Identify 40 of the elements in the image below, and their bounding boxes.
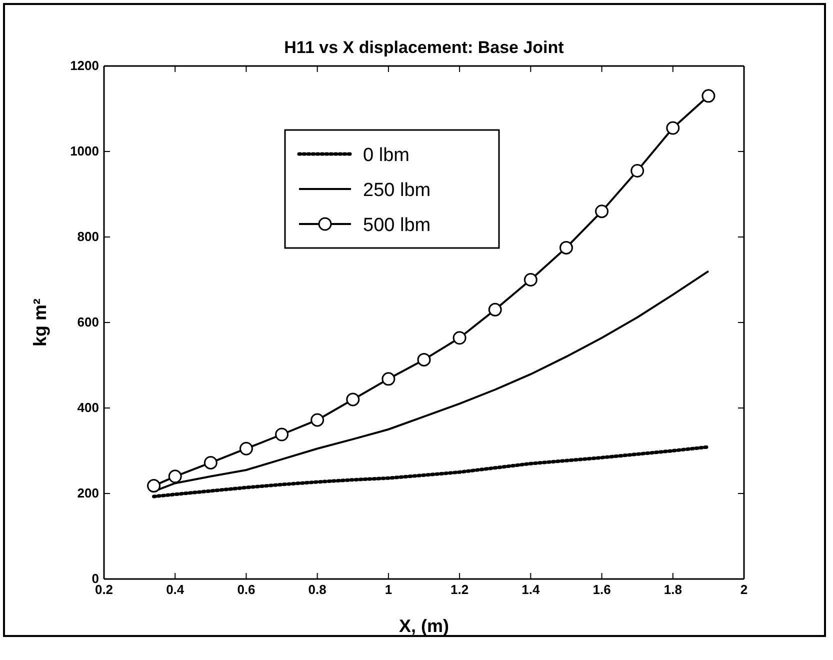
x-tick-label: 0.8 <box>308 582 326 598</box>
legend-label: 0 lbm <box>363 145 410 166</box>
y-tick-label: 600 <box>77 314 99 330</box>
legend-label: 250 lbm <box>363 180 431 201</box>
point <box>382 372 396 386</box>
x-tick-label: 0.4 <box>166 582 185 598</box>
x-tick-label: 1.2 <box>450 582 469 598</box>
y-axis-title: kg m² <box>30 298 50 347</box>
point <box>488 302 502 316</box>
y-tick-label: 1000 <box>70 144 99 159</box>
point <box>147 479 161 493</box>
point <box>346 392 360 406</box>
x-tick-label: 1.8 <box>664 582 682 598</box>
legend-label: 500 lbm <box>363 215 431 236</box>
point <box>630 164 644 178</box>
x-tick-label: 2 <box>740 582 748 598</box>
point <box>275 428 289 442</box>
y-tick-label: 200 <box>77 486 99 501</box>
x-tick-label: 1 <box>384 582 392 598</box>
x-tick-label: 1.6 <box>592 582 611 598</box>
x-tick-label: 0.2 <box>94 582 114 598</box>
y-tick-label: 400 <box>77 400 99 416</box>
x-tick-label: 0.6 <box>237 582 256 598</box>
point <box>168 470 182 484</box>
point <box>524 273 538 286</box>
y-tick-label: 800 <box>77 229 99 244</box>
x-axis-title: X, (m) <box>398 616 450 636</box>
point <box>595 204 609 218</box>
point <box>452 331 466 345</box>
point <box>204 456 218 470</box>
line-series <box>152 445 710 498</box>
point <box>310 413 324 427</box>
point <box>239 442 253 456</box>
point <box>559 240 573 254</box>
point <box>702 89 716 103</box>
point <box>417 352 431 366</box>
y-tick-label: 1200 <box>70 58 99 74</box>
point <box>666 121 680 135</box>
chart-title: H11 vs X displacement: Base Joint <box>284 38 564 57</box>
x-tick-label: 1.4 <box>522 582 540 598</box>
